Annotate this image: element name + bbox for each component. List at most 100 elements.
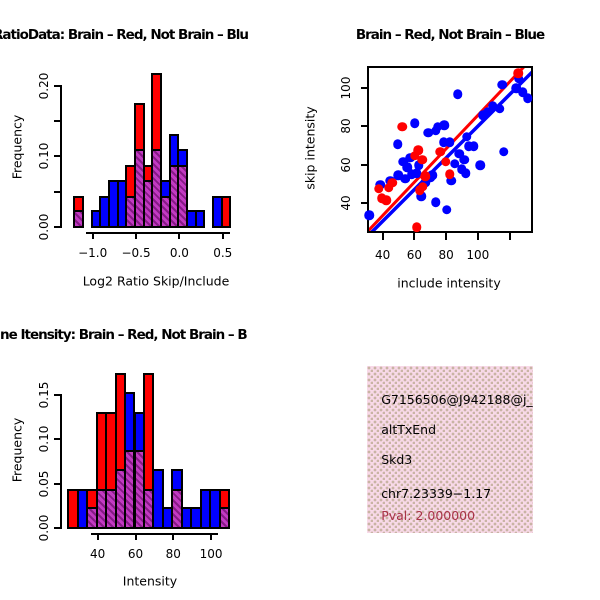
y-tick-label: 60: [339, 156, 353, 173]
data-point-blue: [430, 197, 441, 207]
hist-bar-overlap: [73, 210, 85, 228]
data-point-red: [387, 178, 397, 188]
data-point-blue: [514, 74, 524, 84]
y-tick-label: 40: [339, 195, 353, 211]
y-axis-line: [60, 84, 62, 228]
data-point-blue: [410, 118, 420, 128]
x-tick-label: 0.0: [169, 246, 189, 260]
data-point-blue: [439, 120, 450, 130]
hist-intensity-xlabel: Intensity: [122, 573, 178, 589]
data-point-red: [376, 193, 387, 203]
hist-bar-overlap: [218, 507, 230, 529]
data-point-blue: [393, 170, 404, 180]
x-axis-tick: [476, 233, 479, 241]
data-point-blue: [446, 176, 457, 186]
data-point-blue: [414, 160, 424, 171]
data-point-blue: [459, 154, 469, 165]
data-point-red: [373, 183, 384, 194]
data-point-blue: [433, 122, 443, 132]
data-point-blue: [460, 168, 471, 178]
data-point-red: [397, 122, 408, 132]
y-axis-line: [60, 394, 62, 529]
info-locus: chr7.23339−1.17: [381, 485, 492, 501]
x-tick-label: 80: [165, 546, 181, 561]
data-point-red: [381, 195, 392, 205]
x-tick-label: −0.5: [121, 246, 151, 260]
info-box: G7156506@J942188@j_ altTxEnd Skd3 chr7.2…: [366, 365, 534, 534]
x-tick-label: 60: [406, 248, 423, 262]
info-pval: Pval: 2.000000: [381, 507, 476, 523]
y-tick-label: 100: [339, 76, 353, 99]
data-point-red: [417, 154, 427, 165]
y-axis-tick: [54, 394, 60, 397]
data-point-blue: [449, 158, 460, 169]
y-axis-tick: [360, 125, 367, 127]
hist-intensity-title: ne Itensity: Brain – Red, Not Brain – B: [0, 327, 248, 343]
data-point-blue: [427, 170, 438, 180]
hist-intensity-ylabel: Frequency: [9, 417, 25, 483]
data-point-blue: [364, 210, 374, 221]
scatter-title: Brain – Red, Not Brain – Blue: [355, 27, 545, 43]
y-axis-tick: [54, 226, 60, 228]
data-point-blue: [511, 83, 522, 94]
data-point-blue: [416, 191, 427, 201]
data-point-blue: [441, 204, 452, 215]
x-tick-label: 40: [375, 248, 391, 262]
x-axis-tick: [413, 233, 416, 241]
x-axis-tick: [96, 532, 99, 540]
info-event-type: altTxEnd: [381, 421, 437, 437]
y-tick-label: 0.15: [37, 381, 51, 409]
y-tick-label: 0.10: [37, 143, 51, 170]
hist-bar-blue: [152, 469, 164, 529]
data-point-red: [413, 145, 423, 155]
info-gene-id: G7156506@J942188@j_: [381, 391, 533, 407]
hist-bar-red: [220, 195, 232, 228]
x-tick-label: 40: [90, 546, 106, 561]
x-axis-tick: [381, 233, 384, 241]
scatter-ylabel: skip intensity: [302, 106, 318, 190]
y-axis-tick: [54, 482, 60, 485]
scatter-xlabel: include intensity: [397, 275, 501, 291]
y-axis-tick: [54, 155, 60, 158]
x-axis-tick: [445, 233, 448, 241]
x-tick-label: −1.0: [78, 246, 108, 260]
data-point-red: [441, 156, 451, 167]
x-axis-line: [85, 232, 230, 234]
x-tick-label: 80: [438, 248, 454, 262]
hist-ratio-ylabel: Frequency: [9, 114, 25, 180]
x-tick-label: 100: [199, 546, 223, 561]
x-axis-tick: [134, 532, 137, 540]
y-axis-tick: [54, 84, 60, 87]
x-tick-label: 0.5: [213, 246, 233, 260]
data-point-blue: [483, 106, 493, 117]
x-axis-tick: [178, 232, 181, 239]
data-point-blue: [445, 137, 455, 148]
x-axis-line: [90, 532, 219, 535]
data-point-blue: [475, 160, 485, 171]
hist-ratio-xlabel: Log2 Ratio Skip/Include: [82, 273, 230, 289]
y-axis-tick: [360, 163, 367, 166]
x-axis-tick: [91, 232, 94, 239]
panel-info: G7156506@J942188@j_ altTxEnd Skd3 chr7.2…: [300, 300, 600, 600]
panel-hist-ratio: RatioData: Brain – Red, Not Brain – Blu …: [0, 0, 300, 300]
y-tick-label: 0.05: [37, 470, 51, 497]
y-axis-tick: [54, 438, 60, 441]
info-gene-symbol: Skd3: [381, 451, 413, 467]
data-point-red: [513, 68, 523, 78]
data-point-red: [420, 171, 431, 181]
data-point-blue: [478, 110, 488, 121]
x-tick-label: 60: [127, 546, 144, 561]
x-axis-tick: [172, 532, 175, 540]
fit-lines: [368, 67, 532, 232]
hist-ratio-title: RatioData: Brain – Red, Not Brain – Blu: [0, 27, 249, 43]
x-axis-tick: [221, 232, 224, 239]
y-tick-label: 0.10: [37, 425, 51, 453]
fit-line-red: [368, 67, 525, 232]
data-point-blue: [411, 168, 422, 178]
data-point-blue: [499, 147, 509, 157]
y-axis-tick: [54, 526, 60, 529]
y-tick-label: 0.00: [37, 514, 51, 542]
data-point-blue: [392, 139, 403, 149]
x-axis-tick: [508, 233, 511, 241]
